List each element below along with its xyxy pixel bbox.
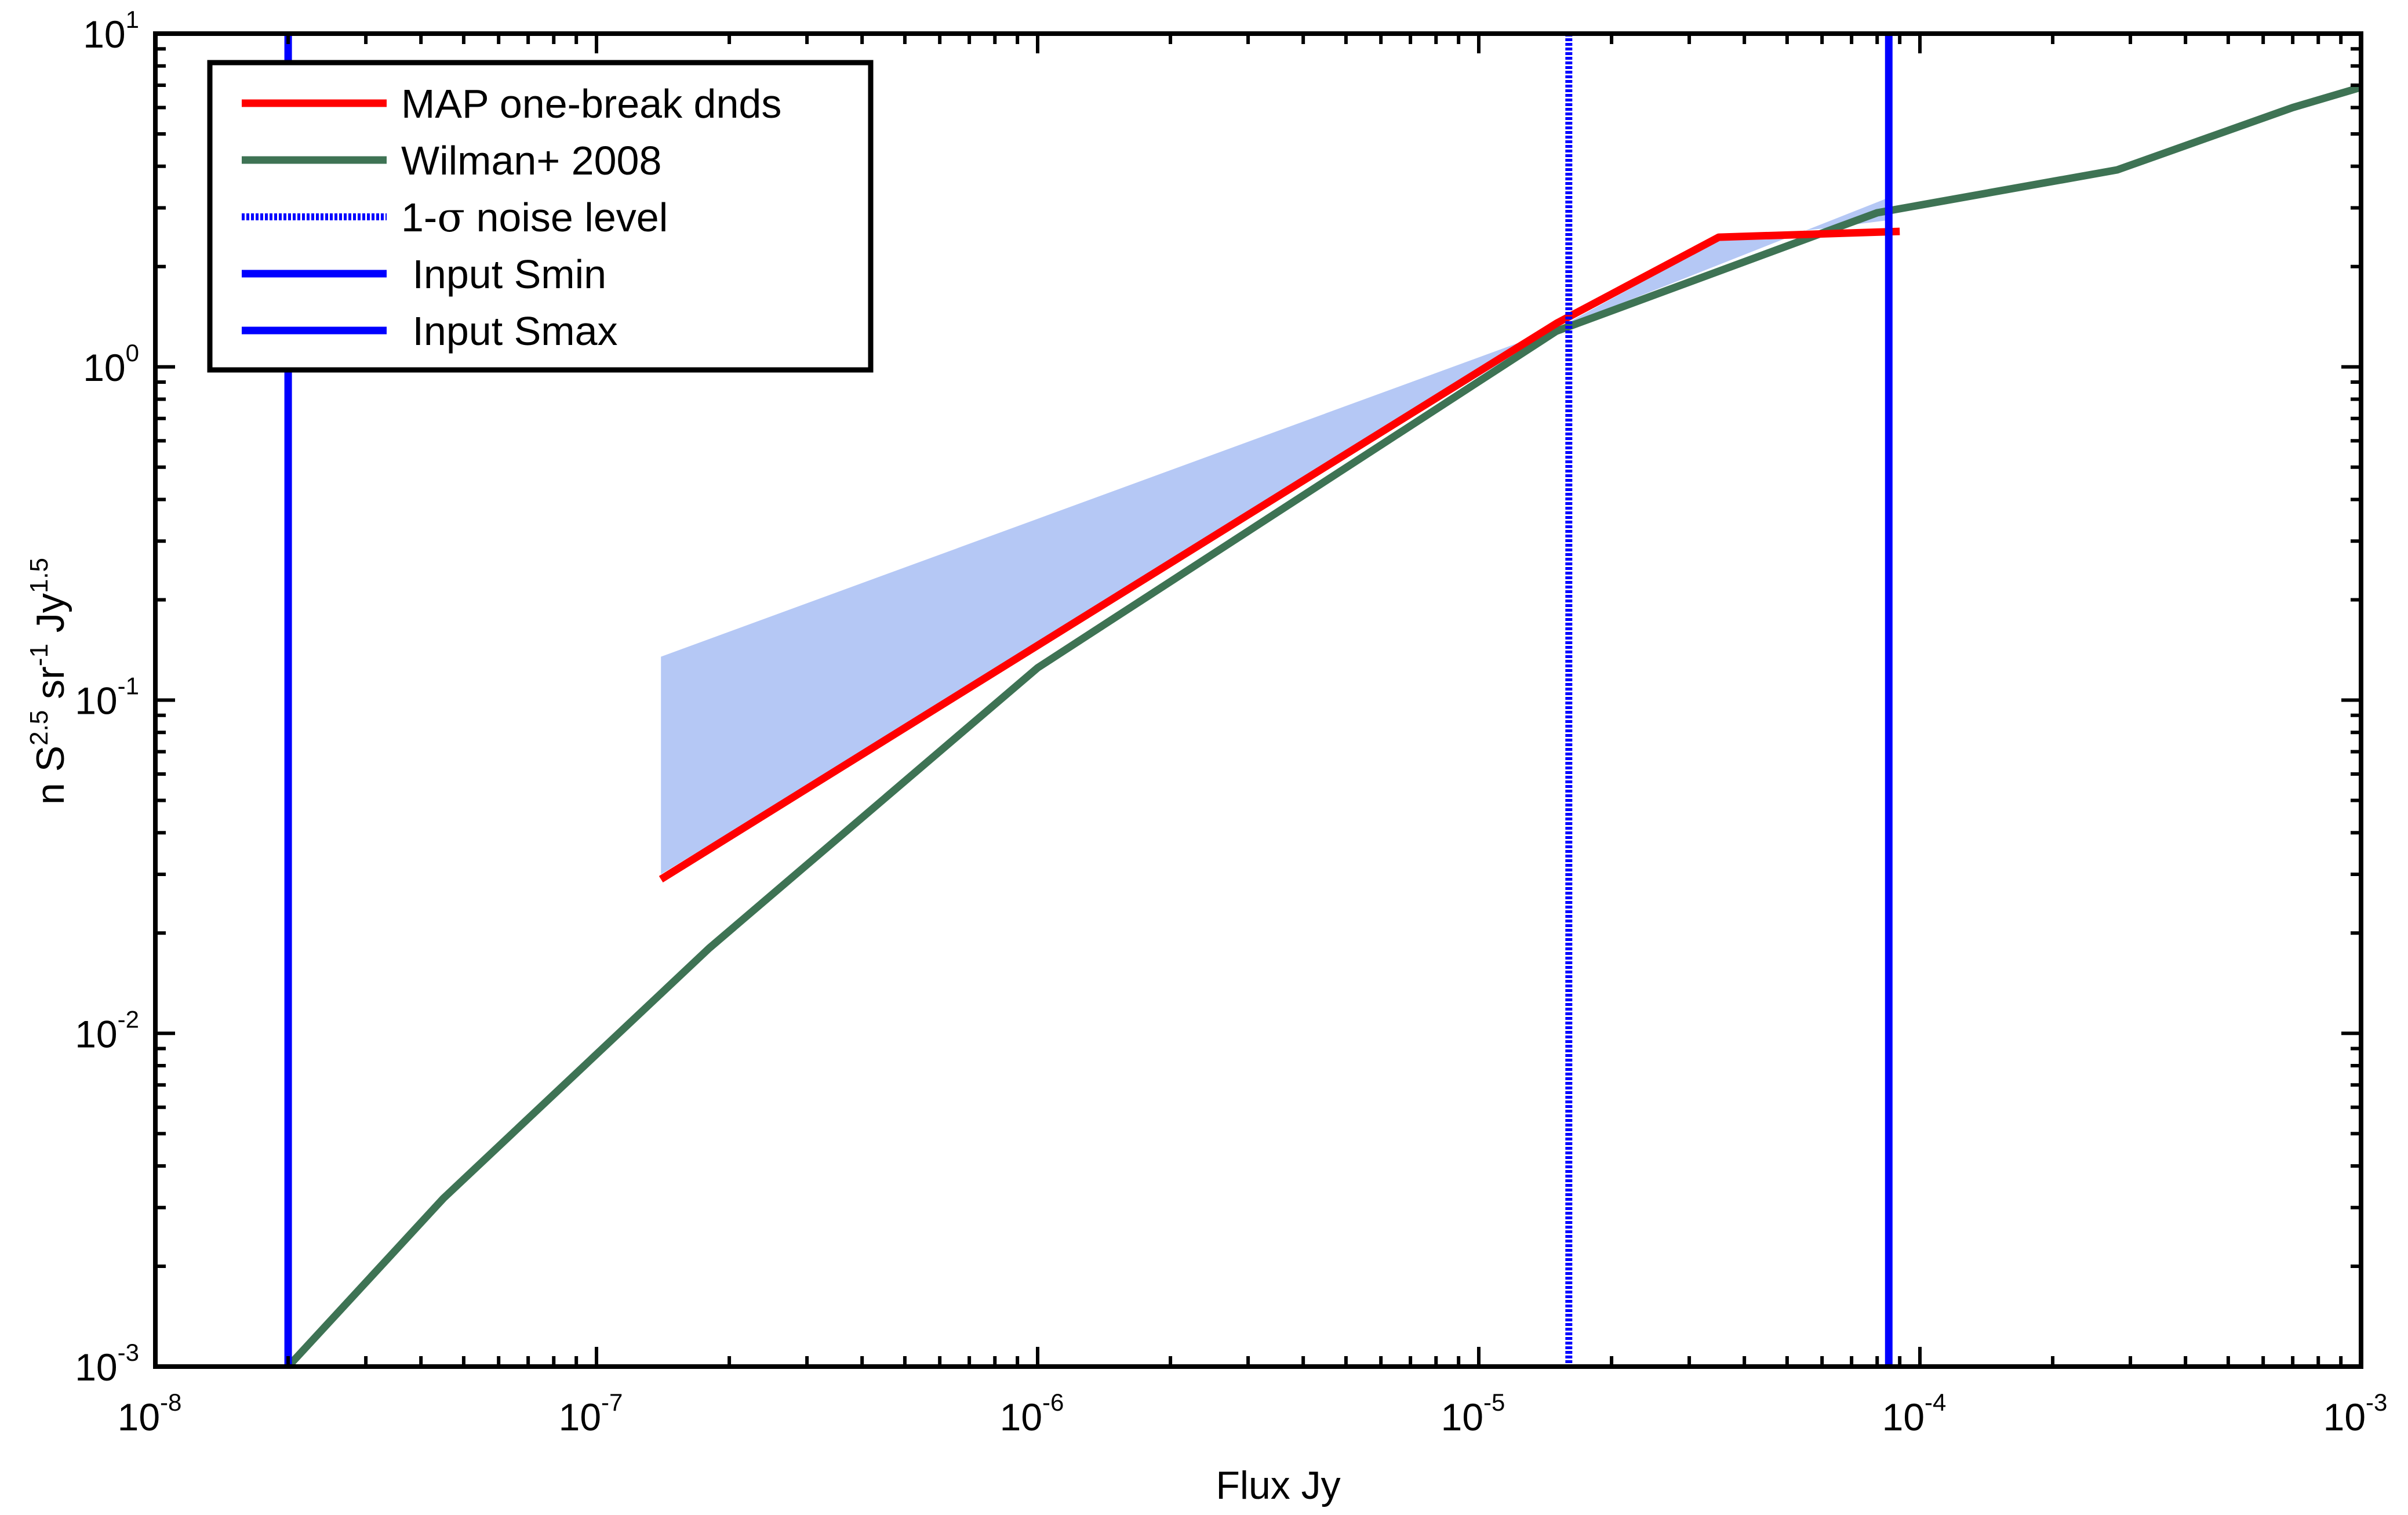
y-tick-label: 10-3 [75,1339,139,1389]
x-tick-label: 10-6 [1000,1389,1064,1438]
legend-label: MAP one-break dnds [401,81,781,126]
legend-label: 1-σ noise level [401,194,668,241]
y-tick-label: 10-2 [75,1005,139,1055]
legend-label: Wilman+ 2008 [401,138,661,183]
y-label-part-sr: sr [28,666,72,710]
ticks-layer: 10-8 10-7 10-6 10-5 10-4 10-3 10-3 10-2 10-1 100 1… [75,6,2387,1438]
y-tick-label: 100 [83,339,139,389]
x-axis-label: Flux Jy [1216,1463,1340,1507]
legend: MAP one-break dnds Wilman+ 2008 1-σ noise … [207,60,874,373]
y-label-exp-1-5: 1.5 [25,558,53,593]
series-line-map-one-break-dnds [659,227,1900,883]
y-label-part-jy: Jy [28,593,72,644]
y-label-exp-minus-1: -1 [25,644,53,666]
legend-label: Input Smax [401,308,618,354]
y-axis-label: n S2.5 sr-1 Jy1.5 [25,558,72,805]
y-tick-label: 10-1 [75,673,139,722]
x-tick-label: 10-7 [559,1389,623,1438]
series-layer [285,83,2362,1369]
y-tick-label: 101 [83,6,139,56]
x-tick-label: 10-5 [1441,1389,1505,1438]
legend-label: Input Smin [401,252,606,297]
x-tick-label: 10-3 [2323,1389,2388,1438]
y-label-part-n: n S [28,746,72,805]
x-tick-label: 10-8 [118,1389,182,1438]
svg-text:n S2.5 sr-1 Jy1.5: n S2.5 sr-1 Jy1.5 [25,558,72,805]
legend-box [207,60,874,373]
y-label-exp-2-5: 2.5 [25,710,53,746]
series-line-wilman-2008 [285,83,2362,1369]
x-tick-label: 10-4 [1882,1389,1947,1438]
